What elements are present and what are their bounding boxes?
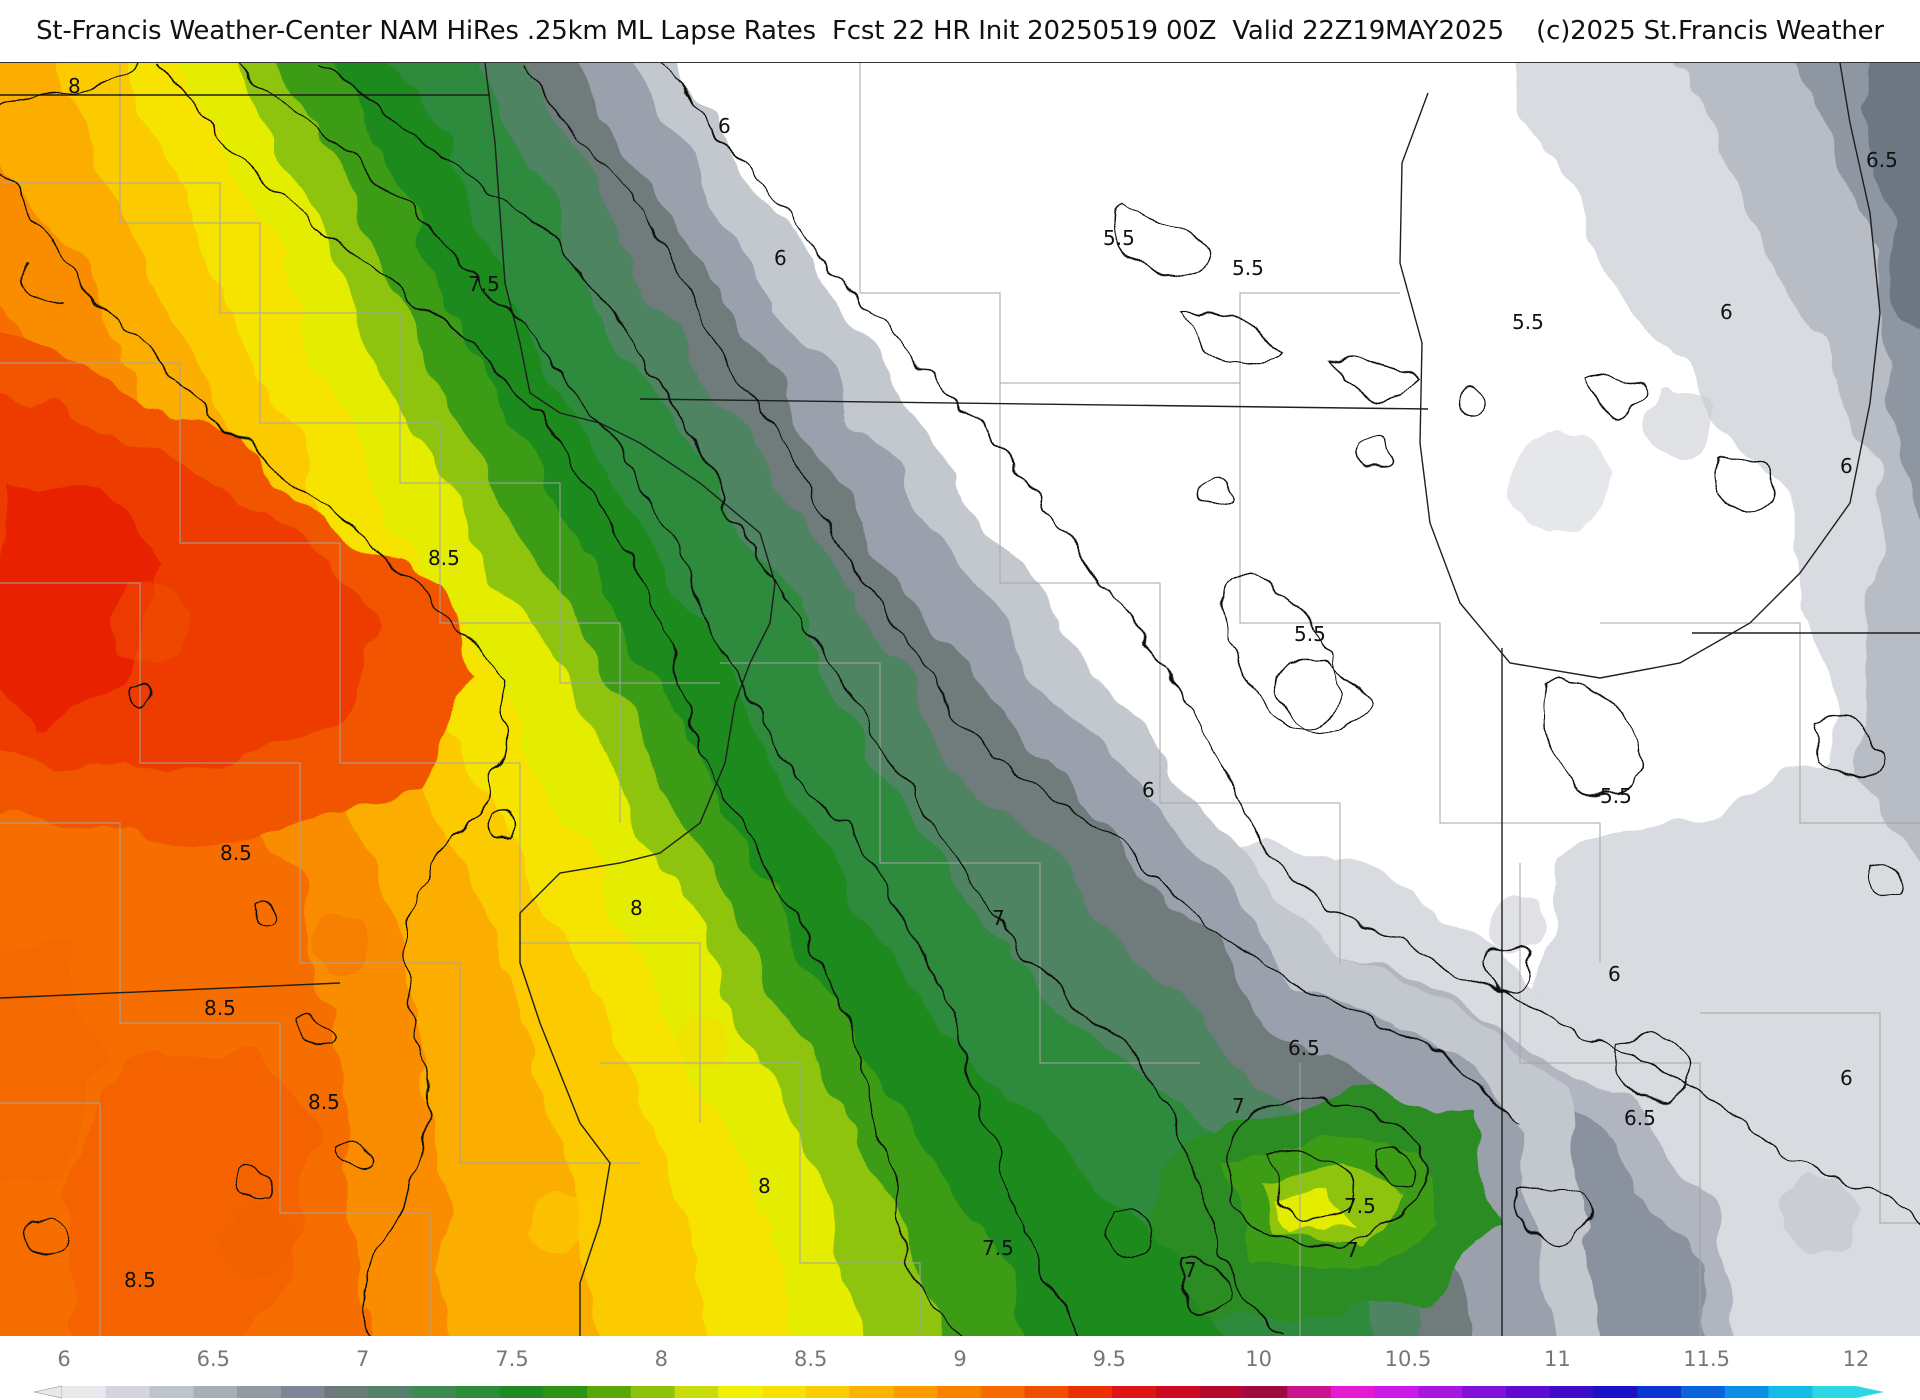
legend-tick-label: 12 xyxy=(1843,1347,1870,1371)
legend-swatch xyxy=(849,1386,894,1398)
legend-swatch xyxy=(1724,1386,1769,1398)
legend-swatch xyxy=(105,1386,151,1398)
lapse-rate-map: 8 6 7.5 6 5.5 5.5 5.5 6 6.5 6 8.5 5.5 6 … xyxy=(0,63,1920,1337)
contour-label: 5.5 xyxy=(1600,784,1632,808)
legend-swatch xyxy=(1374,1386,1419,1398)
legend-swatch xyxy=(1155,1386,1201,1398)
contour-label: 6 xyxy=(1840,454,1853,478)
contour-label: 8 xyxy=(630,896,643,920)
contour-label: 7 xyxy=(992,906,1005,930)
legend-tick-label: 8 xyxy=(655,1347,668,1371)
legend-swatch xyxy=(1637,1386,1682,1398)
legend-swatch xyxy=(324,1386,369,1398)
legend-swatch xyxy=(718,1386,763,1398)
legend-swatch xyxy=(1768,1386,1813,1398)
legend-swatch xyxy=(1199,1386,1244,1398)
legend-tick-label: 6 xyxy=(57,1347,70,1371)
legend-swatch xyxy=(455,1386,501,1398)
contour-label: 7.5 xyxy=(982,1236,1014,1260)
county-lines xyxy=(0,63,1920,1337)
contour-label: 5.5 xyxy=(1103,226,1135,250)
contour-label: 7 xyxy=(1232,1094,1245,1118)
contour-label: 7.5 xyxy=(468,272,500,296)
legend-swatch xyxy=(368,1386,413,1398)
legend-swatch xyxy=(674,1386,719,1398)
map-panel: 8 6 7.5 6 5.5 5.5 5.5 6 6.5 6 8.5 5.5 6 … xyxy=(0,62,1920,1338)
legend-swatch xyxy=(193,1386,238,1398)
legend-swatch xyxy=(1462,1386,1507,1398)
legend-swatch xyxy=(1418,1386,1463,1398)
legend-swatch xyxy=(412,1386,457,1398)
contour-label: 8.5 xyxy=(204,996,236,1020)
legend-tick-label: 9.5 xyxy=(1093,1347,1126,1371)
contour-lines xyxy=(0,63,1920,1337)
legend-swatch xyxy=(62,1386,107,1398)
contour-label: 8.5 xyxy=(308,1090,340,1114)
contour-label: 6 xyxy=(1608,962,1621,986)
legend-tick-label: 9 xyxy=(953,1347,966,1371)
lapse-rate-field xyxy=(0,63,1920,1337)
legend-swatch xyxy=(1680,1386,1726,1398)
legend-tick-label: 7 xyxy=(356,1347,369,1371)
contour-label: 8 xyxy=(758,1174,771,1198)
legend-swatch xyxy=(1068,1386,1113,1398)
legend-swatch xyxy=(1024,1386,1069,1398)
contour-label: 7.5 xyxy=(1344,1194,1376,1218)
contour-label: 6 xyxy=(1720,300,1733,324)
legend-swatch xyxy=(1593,1386,1638,1398)
legend-tick-label: 10 xyxy=(1245,1347,1272,1371)
contour-label: 8.5 xyxy=(220,841,252,865)
legend-swatch xyxy=(499,1386,544,1398)
legend-swatch xyxy=(893,1386,938,1398)
contour-label: 5.5 xyxy=(1294,622,1326,646)
legend-swatch xyxy=(805,1386,851,1398)
map-title: St-Francis Weather-Center NAM HiRes .25k… xyxy=(36,16,1884,46)
legend-swatch xyxy=(1549,1386,1594,1398)
legend-swatch xyxy=(980,1386,1026,1398)
legend-swatch xyxy=(1243,1386,1288,1398)
legend-arrow-low xyxy=(33,1385,63,1399)
legend-swatch xyxy=(1330,1386,1376,1398)
legend-swatch xyxy=(587,1386,632,1398)
legend-tick-label: 10.5 xyxy=(1385,1347,1432,1371)
legend-swatch xyxy=(937,1386,982,1398)
legend-tick-label: 6.5 xyxy=(197,1347,230,1371)
contour-label: 6 xyxy=(1142,778,1155,802)
title-bar: St-Francis Weather-Center NAM HiRes .25k… xyxy=(0,0,1920,62)
legend-swatch xyxy=(237,1386,282,1398)
legend-swatch xyxy=(280,1386,326,1398)
contour-label: 5.5 xyxy=(1232,256,1264,280)
contour-label: 6 xyxy=(774,246,787,270)
contour-label: 6 xyxy=(1840,1066,1853,1090)
contour-label: 6.5 xyxy=(1866,148,1898,172)
legend-swatch xyxy=(543,1386,588,1398)
legend-swatch xyxy=(1505,1386,1551,1398)
legend-swatch xyxy=(630,1386,676,1398)
contour-label: 8 xyxy=(68,74,81,98)
contour-label: 7 xyxy=(1346,1238,1359,1262)
legend-swatch xyxy=(1112,1386,1157,1398)
legend-tick-label: 11.5 xyxy=(1683,1347,1730,1371)
contour-label: 8.5 xyxy=(428,546,460,570)
color-scale-legend: 6 6.5 7 7.5 8 8.5 9 9.5 10 10.5 11 11.5 12 xyxy=(0,1336,1920,1400)
contour-label: 7 xyxy=(1184,1258,1197,1282)
contour-label: 5.5 xyxy=(1512,310,1544,334)
contour-label: 8.5 xyxy=(124,1268,156,1292)
legend-tick-label: 8.5 xyxy=(794,1347,827,1371)
contour-label: 6 xyxy=(718,114,731,138)
field-texture xyxy=(110,389,1860,1279)
legend-swatch xyxy=(149,1386,194,1398)
contour-labels: 8 6 7.5 6 5.5 5.5 5.5 6 6.5 6 8.5 5.5 6 … xyxy=(68,74,1898,1292)
legend-swatch xyxy=(1287,1386,1332,1398)
state-borders xyxy=(0,63,1920,1337)
color-scale-bar: 6 6.5 7 7.5 8 8.5 9 9.5 10 10.5 11 11.5 12 xyxy=(33,1347,1884,1399)
contour-label: 6.5 xyxy=(1624,1106,1656,1130)
contour-label: 6.5 xyxy=(1288,1036,1320,1060)
legend-tick-label: 11 xyxy=(1544,1347,1571,1371)
legend-swatch xyxy=(1812,1386,1857,1398)
legend-arrow-high xyxy=(1856,1386,1884,1398)
legend-tick-label: 7.5 xyxy=(495,1347,528,1371)
legend-swatch xyxy=(762,1386,807,1398)
